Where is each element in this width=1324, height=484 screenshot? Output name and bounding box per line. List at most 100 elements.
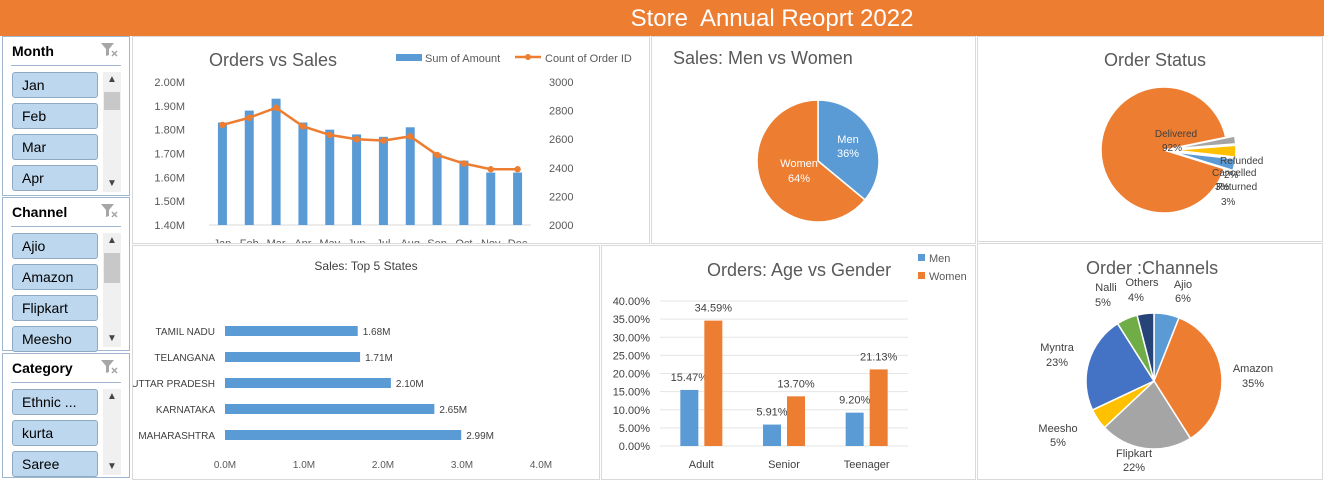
clear-filter-icon[interactable]	[99, 358, 119, 376]
slicer-scrollbar[interactable]: ▲ ▼	[103, 233, 121, 347]
slicer-header: Month	[3, 37, 129, 65]
scroll-up-icon[interactable]: ▲	[107, 391, 117, 402]
scroll-down-icon[interactable]: ▼	[107, 333, 117, 344]
bar-men	[845, 412, 864, 446]
slicer-item-apr[interactable]: Apr	[12, 165, 98, 191]
age-gender-chart[interactable]: Orders: Age vs Gender Men Women 40.00% 35…	[601, 245, 976, 480]
legend-marker-orders	[525, 54, 531, 60]
y-tick-label: 30.00%	[613, 332, 651, 344]
age-gender-svg: Orders: Age vs Gender Men Women 40.00% 35…	[613, 253, 967, 471]
top-states-chart[interactable]: Sales: Top 5 States TAMIL NADU 1.68M TELAN…	[131, 245, 600, 480]
x-tick-label: 0.0M	[214, 460, 236, 471]
state-bar	[225, 430, 462, 440]
slicer-item-flipkart[interactable]: Flipkart	[12, 295, 98, 321]
x-tick-label: Oct	[455, 238, 472, 243]
month-slicer[interactable]: Month Jan Feb Mar Apr ▲ ▼	[2, 36, 130, 196]
y-tick-label: 25.00%	[613, 350, 651, 362]
slice-label: Ajio	[1174, 279, 1192, 291]
slicer-title: Month	[12, 43, 54, 59]
slice-value: 36%	[837, 148, 859, 160]
scroll-down-icon[interactable]: ▼	[107, 178, 117, 189]
order-status-chart[interactable]: Order Status Delivered 92% Refunded 2% Cance…	[977, 36, 1323, 242]
sales-gender-chart[interactable]: Sales: Men vs Women Men 36% Women 64%	[651, 36, 976, 244]
clear-filter-icon[interactable]	[99, 202, 119, 220]
pie-slice	[1153, 316, 1223, 440]
bar-value-label: 15.47%	[671, 372, 709, 384]
y2-tick-label: 3000	[549, 77, 573, 89]
line-point	[460, 160, 468, 167]
slicer-item-meesho[interactable]: Meesho	[12, 326, 98, 352]
y-tick-label: 1.40M	[154, 220, 185, 232]
line-point	[299, 123, 307, 130]
bar-women	[704, 320, 723, 446]
bar-amount	[486, 172, 496, 225]
pie-slice	[1100, 86, 1227, 214]
legend-label-amount: Sum of Amount	[425, 53, 500, 65]
pie-slice	[1136, 312, 1155, 382]
x-tick-label: Senior	[768, 459, 800, 471]
y-tick-label: 20.00%	[613, 369, 651, 381]
bar-amount	[244, 110, 254, 225]
category-slicer[interactable]: Category Ethnic ... kurta Saree ▲ ▼	[2, 353, 130, 478]
y-tick-label: 1.60M	[154, 172, 185, 184]
line-point	[407, 133, 414, 140]
chart-title: Order :Channels	[1086, 258, 1218, 278]
slicer-scrollbar[interactable]: ▲ ▼	[103, 72, 121, 192]
slicer-header: Category	[3, 354, 129, 382]
y-tick-label: 10.00%	[613, 405, 651, 417]
orders-vs-sales-svg: Orders vs Sales Sum of Amount Count of O…	[154, 50, 631, 250]
bar-value-label: 1.68M	[363, 327, 391, 338]
y2-tick-label: 2400	[549, 163, 573, 175]
y-tick-label: 1.50M	[154, 196, 185, 208]
slicer-item-amazon[interactable]: Amazon	[12, 264, 98, 290]
pie-slice	[1085, 322, 1156, 411]
bar-women	[869, 369, 888, 446]
y-tick-label: 35.00%	[613, 314, 651, 326]
slicer-item-feb[interactable]: Feb	[12, 103, 98, 129]
clear-filter-icon[interactable]	[99, 41, 119, 59]
slicer-scrollbar[interactable]: ▲ ▼	[103, 389, 121, 475]
x-tick-label: Jan	[214, 238, 232, 243]
state-bar	[225, 326, 358, 336]
scroll-down-icon[interactable]: ▼	[107, 461, 117, 472]
order-channels-chart[interactable]: Order :Channels Ajio 6% Amazon 35% Flipkart 2…	[977, 243, 1323, 480]
line-point	[380, 137, 387, 144]
slice-label: Meesho	[1038, 423, 1077, 435]
scroll-up-icon[interactable]: ▲	[107, 74, 117, 85]
chart-title: Orders vs Sales	[209, 50, 337, 70]
state-label: MAHARASHTRA	[138, 431, 215, 442]
x-tick-label: Jun	[348, 238, 366, 243]
scroll-thumb[interactable]	[104, 253, 120, 283]
line-orders	[222, 106, 518, 171]
bar-value-label: 2.65M	[439, 405, 467, 416]
bar-amount	[432, 153, 442, 225]
slicer-item-saree[interactable]: Saree	[12, 451, 98, 477]
pie-slice	[1172, 151, 1237, 172]
bar-value-label: 5.91%	[756, 407, 787, 419]
bar-amount	[352, 134, 362, 225]
slicer-item-ethnic[interactable]: Ethnic ...	[12, 389, 98, 415]
slicer-item-jan[interactable]: Jan	[12, 72, 98, 98]
channel-slicer[interactable]: Channel Ajio Amazon Flipkart Meesho ▲ ▼	[2, 197, 130, 352]
legend-swatch-men	[918, 254, 925, 261]
slice-value: 6%	[1175, 293, 1191, 305]
scroll-up-icon[interactable]: ▲	[107, 235, 117, 246]
legend-swatch-amount	[396, 54, 422, 61]
legend-label-men: Men	[929, 253, 950, 265]
state-bar	[225, 378, 391, 388]
report-title: Store Annual Reoprt 2022	[630, 5, 914, 32]
y-tick-label: 1.70M	[154, 149, 185, 161]
x-tick-label: Sep	[427, 238, 447, 243]
line-point	[353, 136, 360, 143]
chart-title: Orders: Age vs Gender	[707, 260, 891, 280]
slicer-item-kurta[interactable]: kurta	[12, 420, 98, 446]
scroll-thumb[interactable]	[104, 92, 120, 110]
slicer-item-mar[interactable]: Mar	[12, 134, 98, 160]
y2-tick-label: 2000	[549, 220, 573, 232]
line-point	[272, 104, 280, 111]
slicer-item-ajio[interactable]: Ajio	[12, 233, 98, 259]
state-label: TELANGANA	[154, 353, 215, 364]
orders-vs-sales-chart[interactable]: Orders vs Sales Sum of Amount Count of O…	[132, 36, 650, 250]
bar-women	[787, 396, 805, 446]
chart-title: Order Status	[1104, 50, 1206, 70]
